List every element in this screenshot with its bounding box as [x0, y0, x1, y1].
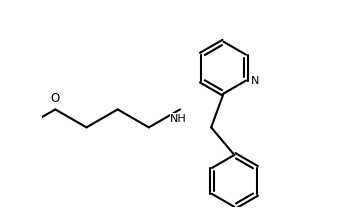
Text: O: O	[51, 92, 60, 105]
Text: N: N	[251, 76, 259, 86]
Text: NH: NH	[170, 114, 187, 124]
